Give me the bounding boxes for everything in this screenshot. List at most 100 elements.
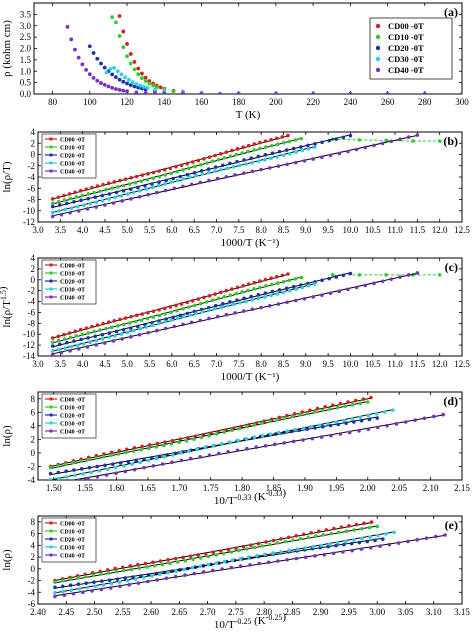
data-point: [190, 160, 195, 164]
data-point: [146, 172, 150, 176]
data-point: [337, 530, 341, 535]
data-point: [222, 294, 227, 299]
data-point: [234, 152, 239, 157]
x-tick-label: 3.0: [32, 225, 44, 235]
data-point: [76, 576, 80, 580]
data-point: [263, 158, 267, 162]
data-point: [230, 428, 234, 433]
data-point: [181, 168, 185, 172]
data-point: [136, 562, 140, 567]
x-tick-label: 10.0: [343, 359, 359, 369]
data-point: [132, 328, 136, 333]
data-point: [118, 317, 122, 322]
data-point: [244, 162, 248, 166]
data-point: [173, 574, 178, 579]
data-point: [367, 525, 372, 530]
data-point: [175, 316, 180, 321]
data-point: [88, 340, 92, 344]
x-tick-label: 260: [381, 97, 395, 107]
x-tick-label: 1.90: [297, 483, 313, 493]
data-point: [385, 92, 390, 94]
data-point: [361, 397, 366, 401]
data-point: [125, 81, 129, 86]
legend-entry: CD00 -0T: [388, 21, 424, 31]
data-point: [112, 318, 117, 323]
y-tick-label: 3.0: [20, 21, 32, 31]
data-point: [206, 167, 211, 171]
x-tick-label: 2.80: [256, 607, 272, 617]
data-point: [385, 423, 389, 428]
data-point: [341, 135, 346, 140]
data-point: [62, 337, 67, 341]
data-point: [93, 334, 98, 339]
data-point: [125, 578, 130, 583]
data-point: [100, 579, 104, 583]
data-point: [160, 562, 165, 567]
data-point: [117, 77, 122, 82]
legend-entry: CD30 -0T: [60, 288, 85, 294]
data-point: [84, 326, 89, 330]
data-point: [119, 72, 124, 77]
data-point: [252, 148, 256, 152]
data-point: [275, 281, 280, 285]
legend-marker: [49, 521, 53, 525]
data-point: [75, 343, 80, 348]
data-point: [330, 403, 335, 408]
data-point: [441, 412, 445, 417]
y-tick-label: 2.5: [20, 32, 32, 42]
data-point: [121, 29, 126, 34]
data-point: [132, 60, 137, 64]
legend-entry: CD10 -0T: [388, 32, 424, 42]
x-tick-label: 7.0: [211, 225, 223, 235]
data-point: [143, 183, 147, 188]
data-point: [164, 178, 168, 183]
data-point: [221, 551, 226, 556]
data-point: [196, 297, 201, 301]
data-point: [396, 541, 401, 545]
data-point: [311, 92, 316, 94]
data-point: [160, 462, 165, 466]
data-point: [257, 561, 262, 566]
legend-entry: CD10 -0T: [60, 406, 85, 412]
data-point: [329, 531, 333, 536]
data-point: [158, 572, 162, 577]
data-point: [110, 85, 115, 90]
legend: CD00 -0T CD10 -0T CD20 -0T CD30 -0T CD40 -0T: [41, 133, 97, 179]
data-point: [63, 462, 68, 467]
data-point: [306, 143, 310, 148]
y-tick-label: -8: [28, 318, 36, 328]
legend-entry: CD00 -0T: [60, 138, 85, 144]
data-point: [154, 445, 159, 449]
y-tick-label: -2: [28, 286, 36, 296]
data-point: [263, 291, 268, 295]
data-point: [292, 412, 297, 416]
data-point: [374, 412, 379, 416]
data-point: [113, 87, 118, 91]
legend-entry: CD40 -0T: [388, 65, 424, 75]
data-point: [56, 476, 61, 480]
x-tick-label: 3.5: [55, 359, 67, 369]
x-tick-label: 6.0: [166, 359, 178, 369]
data-point: [69, 588, 73, 592]
y-tick-label: -4: [28, 475, 36, 485]
legend-marker: [49, 529, 53, 533]
data-point: [228, 161, 232, 166]
data-point: [381, 537, 385, 541]
data-point: [133, 180, 138, 185]
data-point: [162, 443, 166, 448]
data-point: [406, 539, 410, 544]
data-point: [95, 184, 100, 188]
panel-d: 1.50 1.55 1.60 1.65 1.70 1.75 1.80 1.85 1.90 1.95…: [1, 391, 470, 507]
data-point: [101, 321, 105, 326]
data-point: [68, 335, 73, 340]
data-point: [50, 340, 55, 345]
x-tick-label: 3.00: [369, 607, 385, 617]
data-point: [82, 341, 86, 346]
data-point: [106, 320, 111, 324]
data-point: [151, 560, 155, 565]
data-point: [238, 556, 243, 561]
data-point: [107, 578, 112, 582]
data-point: [287, 278, 292, 283]
data-point: [256, 159, 261, 164]
data-point: [302, 296, 307, 301]
